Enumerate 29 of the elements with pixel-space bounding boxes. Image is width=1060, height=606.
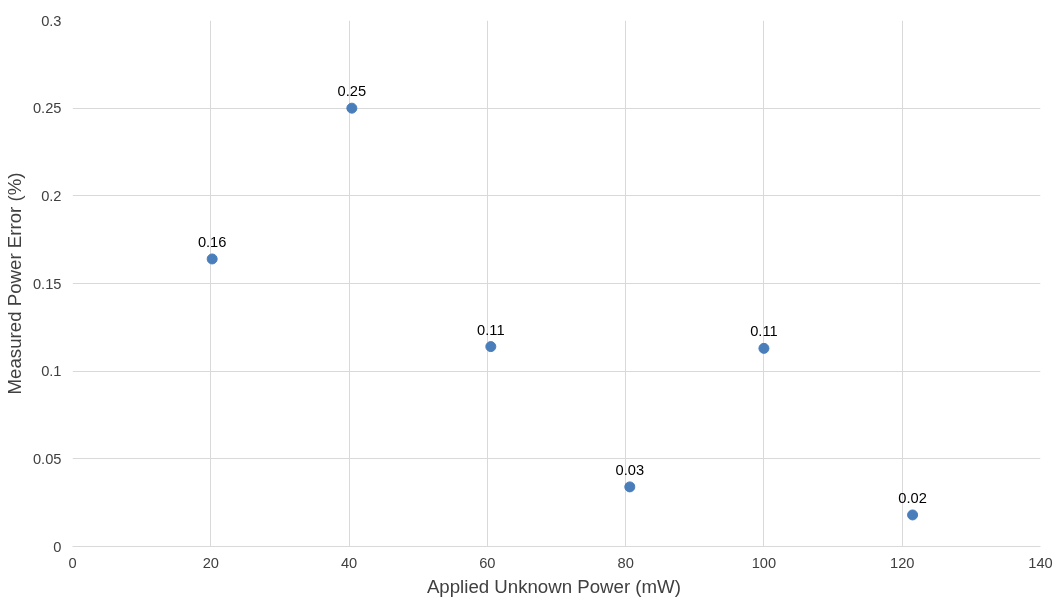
x-tick-label: 140 — [1028, 554, 1053, 571]
point — [624, 481, 636, 493]
x-tick-label: 80 — [617, 554, 634, 571]
data-label: 0.11 — [750, 323, 778, 340]
x-tick-label: 20 — [202, 554, 219, 571]
data-label: 0.03 — [615, 461, 645, 478]
point — [206, 253, 218, 265]
data-label: 0.25 — [337, 83, 367, 100]
x-tick-label: 120 — [889, 554, 915, 571]
x-tick-label: 0 — [68, 554, 77, 571]
data-label: 0.16 — [197, 233, 227, 250]
data-label: 0.11 — [477, 321, 505, 338]
y-tick-label: 0.25 — [32, 100, 62, 117]
point — [485, 341, 497, 353]
x-tick-label: 60 — [479, 554, 496, 571]
y-tick-label: 0.2 — [41, 187, 62, 204]
y-axis-title: Measured Power Error (%) — [3, 172, 25, 395]
point — [907, 509, 919, 521]
y-tick-label: 0 — [53, 538, 62, 555]
y-tick-label: 0.3 — [41, 12, 62, 29]
data-label: 0.02 — [898, 489, 927, 506]
y-tick-label: 0.05 — [32, 450, 62, 467]
y-tick-label: 0.1 — [41, 363, 62, 380]
x-tick-label: 100 — [751, 554, 777, 571]
point — [346, 102, 358, 114]
x-axis-title: Applied Unknown Power (mW) — [426, 575, 681, 597]
y-tick-label: 0.15 — [32, 275, 62, 292]
x-tick-label: 40 — [340, 554, 358, 571]
point — [758, 342, 770, 354]
